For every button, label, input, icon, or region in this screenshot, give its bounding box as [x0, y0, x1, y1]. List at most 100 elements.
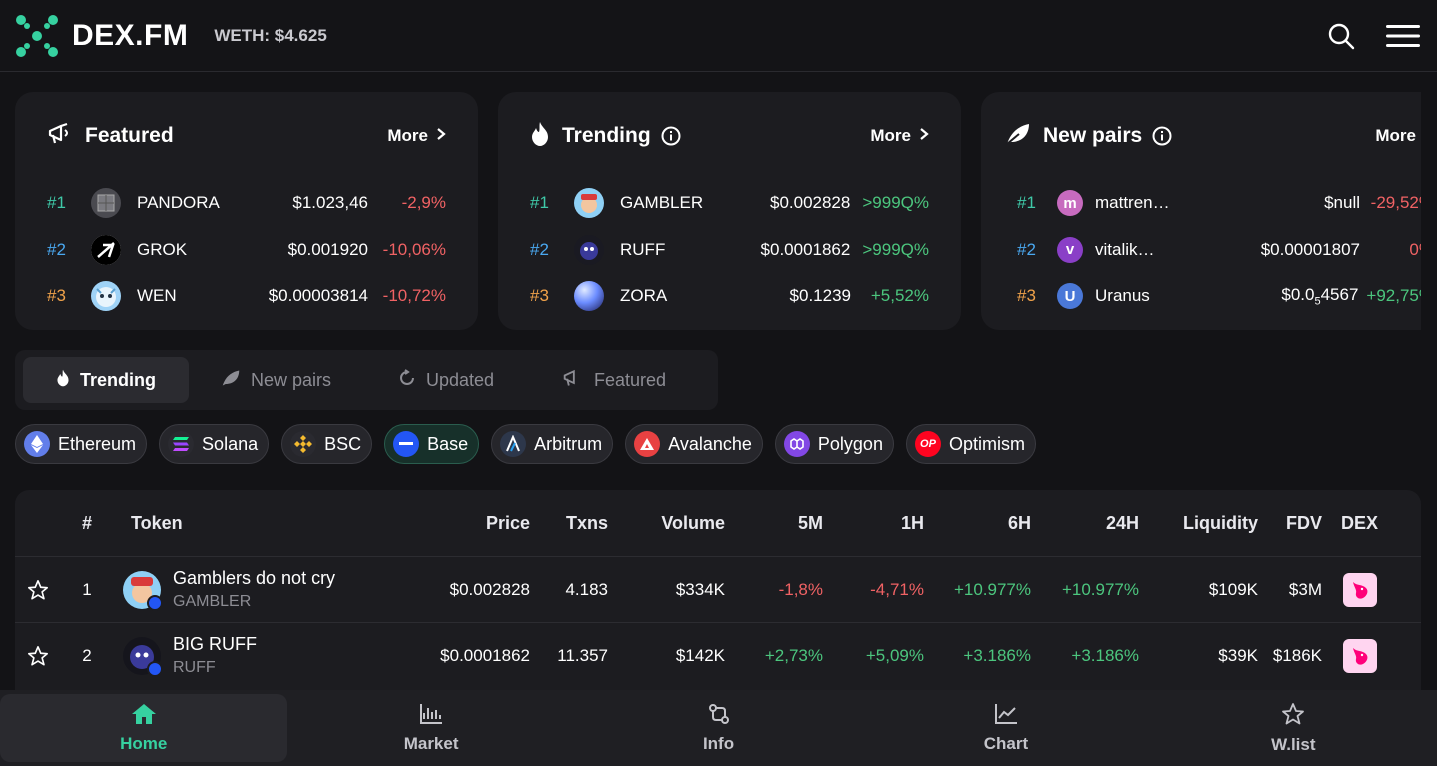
featured-item[interactable]: #1 PANDORA $1.023,46 -2,9%	[47, 180, 446, 227]
leaf-icon	[221, 369, 241, 392]
token-price: $0.001920	[287, 239, 368, 259]
col-fdv[interactable]: FDV	[1286, 512, 1322, 533]
letter-avatar: U	[1057, 283, 1083, 310]
chain-label: Ethereum	[58, 433, 137, 454]
featured-item[interactable]: #3 WEN $0.00003814 -10,72%	[47, 273, 446, 320]
chain-base[interactable]: Base	[384, 424, 480, 464]
info-swap-icon	[708, 703, 730, 730]
token-price: $0.0001862	[760, 239, 851, 259]
chain-polygon[interactable]: Polygon	[774, 424, 894, 464]
avalanche-icon	[634, 431, 661, 457]
letter-avatar: v	[1057, 236, 1083, 263]
token-name: RUFF	[620, 239, 666, 259]
token-name: PANDORA	[137, 193, 220, 213]
tab-trending[interactable]: Trending	[23, 357, 189, 403]
trending-more-button[interactable]: More	[870, 126, 929, 146]
col-6h[interactable]: 6H	[1007, 512, 1031, 533]
star-icon[interactable]	[15, 579, 61, 601]
more-label: More	[1375, 126, 1416, 145]
table-row[interactable]: 1 Gamblers do not cry GAMBLER $0.002828 …	[15, 556, 1421, 622]
nav-home[interactable]: Home	[0, 694, 288, 762]
rank: #1	[47, 193, 66, 213]
token-name: ZORA	[620, 286, 668, 306]
new-pair-item[interactable]: #2 v vitalik… $0.00001807 0%	[1005, 227, 1421, 274]
col-liquidity[interactable]: Liquidity	[1183, 512, 1258, 533]
table-row[interactable]: 2 BIG RUFF RUFF $0.0001862 11.357 $142K …	[15, 622, 1421, 688]
token-change: >999Q%	[862, 239, 929, 259]
rank: #3	[47, 286, 66, 306]
list-tabs: Trending New pairs Updated Featured	[15, 350, 718, 410]
rank: #2	[530, 239, 549, 259]
row-liquidity: $39K	[1218, 645, 1258, 665]
uniswap-icon[interactable]	[1342, 572, 1377, 607]
col-volume[interactable]: Volume	[661, 512, 725, 533]
col-token[interactable]: Token	[131, 512, 183, 533]
chain-bsc[interactable]: BSC	[281, 424, 373, 464]
token-name: vitalik…	[1095, 239, 1155, 259]
optimism-icon: OP	[914, 431, 941, 457]
chain-label: Arbitrum	[534, 433, 603, 454]
featured-item[interactable]: #2 GROK $0.001920 -10,06%	[47, 227, 446, 274]
col-dex[interactable]: DEX	[1340, 512, 1378, 533]
tab-featured[interactable]: Featured	[529, 357, 699, 403]
col-5m[interactable]: 5M	[797, 512, 823, 533]
chain-avalanche[interactable]: Avalanche	[625, 424, 763, 464]
col-price[interactable]: Price	[485, 512, 530, 533]
trending-item[interactable]: #1 GAMBLER $0.002828 >999Q%	[530, 180, 929, 227]
star-icon[interactable]	[15, 645, 61, 667]
price-zero-count: 5	[1314, 295, 1321, 308]
row-price: $0.0001862	[440, 645, 530, 665]
nav-info[interactable]: Info	[575, 690, 862, 766]
info-icon[interactable]	[1152, 126, 1172, 146]
menu-icon[interactable]	[1385, 18, 1421, 54]
token-name: mattren…	[1095, 193, 1170, 213]
search-icon[interactable]	[1323, 18, 1359, 54]
token-price: $null	[1324, 193, 1360, 213]
col-rank[interactable]: #	[81, 512, 92, 533]
row-volume: $142K	[675, 645, 725, 665]
token-change: -10,72%	[382, 286, 446, 306]
row-24h: +3.186%	[1071, 645, 1139, 665]
weth-price: WETH: $4.625	[214, 25, 327, 45]
logo[interactable]: DEX.FM	[16, 14, 188, 57]
megaphone-icon	[562, 368, 584, 393]
more-label: More	[387, 126, 428, 145]
chain-label: BSC	[324, 433, 362, 454]
nav-label: Info	[702, 733, 735, 753]
chain-optimism[interactable]: OP Optimism	[905, 424, 1036, 464]
base-icon	[393, 431, 420, 457]
token-name: BIG RUFF	[173, 634, 257, 654]
row-5m: -1,8%	[778, 579, 823, 599]
token-change: +5,52%	[870, 286, 929, 306]
tab-label: New pairs	[250, 369, 332, 390]
row-1h: -4,71%	[870, 579, 924, 599]
featured-more-button[interactable]: More	[387, 126, 446, 146]
letter-avatar: m	[1057, 190, 1083, 217]
nav-market[interactable]: Market	[287, 690, 574, 766]
rank: #3	[1017, 286, 1036, 306]
chain-solana[interactable]: Solana	[159, 424, 270, 464]
arbitrum-icon	[500, 431, 527, 457]
col-txns[interactable]: Txns	[565, 512, 608, 533]
chain-arbitrum[interactable]: Arbitrum	[491, 424, 614, 464]
chain-ethereum[interactable]: Ethereum	[15, 424, 148, 464]
nav-watchlist[interactable]: W.list	[1150, 690, 1437, 766]
row-rank: 1	[82, 579, 92, 599]
token-price: $0.1239	[789, 286, 851, 306]
nav-chart[interactable]: Chart	[862, 690, 1149, 766]
trending-item[interactable]: #2 RUFF $0.0001862 >999Q%	[530, 227, 929, 274]
tab-updated[interactable]: Updated	[363, 357, 529, 403]
col-24h[interactable]: 24H	[1105, 512, 1139, 533]
col-1h[interactable]: 1H	[900, 512, 924, 533]
uniswap-icon[interactable]	[1342, 638, 1377, 673]
tab-new-pairs[interactable]: New pairs	[189, 357, 363, 403]
new-pairs-more-button[interactable]: More	[1375, 126, 1421, 146]
chain-filters: Ethereum Solana BSC Base Arbitrum Avalan…	[15, 424, 1036, 464]
rank: #1	[1017, 193, 1036, 213]
trending-item[interactable]: #3 ZORA $0.1239 +5,52%	[530, 273, 929, 320]
info-icon[interactable]	[661, 126, 681, 146]
token-name: Uranus	[1095, 286, 1150, 306]
new-pair-item[interactable]: #3 U Uranus $0.054567 +92,75%	[1005, 273, 1421, 320]
row-volume: $334K	[675, 579, 725, 599]
new-pair-item[interactable]: #1 m mattren… $null -29,52%	[1005, 180, 1421, 227]
